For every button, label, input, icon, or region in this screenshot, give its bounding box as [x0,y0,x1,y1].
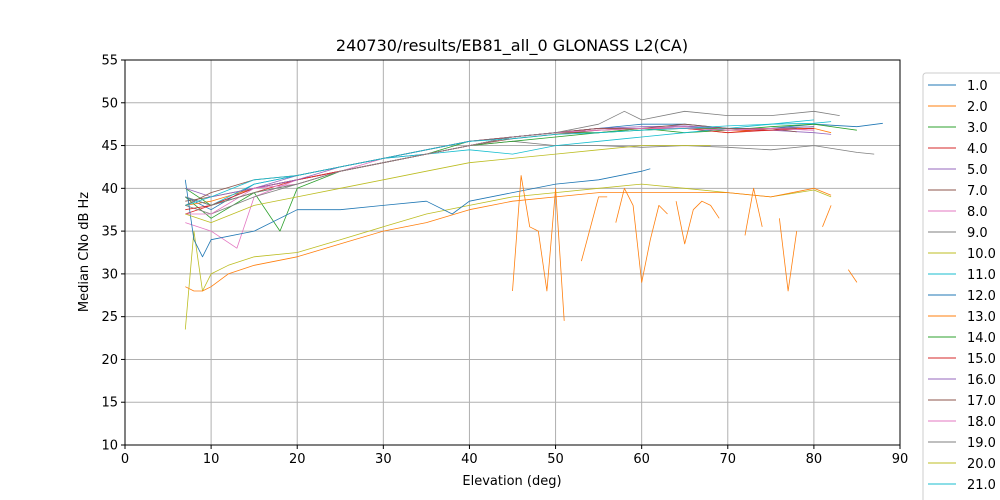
x-axis: 0 10 20 30 40 50 60 70 80 90 [121,445,908,467]
legend-label: 8.0 [967,205,988,220]
legend-label: 9.0 [967,226,988,241]
y-axis-label: Median CNo dB Hz [77,192,92,312]
y-tick-label: 30 [101,267,118,282]
series-segment-0 [512,175,565,321]
series-segment-2 [615,187,668,283]
series-line-18.0 [185,127,814,215]
y-tick-label: 25 [101,310,118,325]
legend-label: 15.0 [967,352,996,367]
series-line-17.0 [185,123,797,206]
x-tick-label: 40 [461,452,478,467]
y-tick-label: 50 [101,96,118,111]
x-tick-label: 0 [121,452,129,467]
y-tick-label: 15 [101,396,118,411]
series-segment-5 [779,218,798,292]
series-segment-7 [847,269,858,283]
chart-title: 240730/results/EB81_all_0 GLONASS L2(CA) [336,36,688,56]
legend-label: 11.0 [967,268,996,283]
y-tick-label: 20 [101,353,118,368]
series-line-12.0 [184,168,651,258]
series-line-10.0 [184,183,832,330]
x-tick-label: 30 [375,452,392,467]
x-tick-label: 10 [203,452,220,467]
legend-label: 3.0 [967,121,988,136]
series-line-9.0 [185,140,875,215]
series-line-19.0 [185,110,840,206]
y-tick-label: 40 [101,182,118,197]
x-axis-label: Elevation (deg) [462,474,561,489]
series-line-13.0 [185,187,832,292]
y-axis: 10 15 20 25 30 35 40 45 50 55 [101,54,125,454]
series-segment-6 [822,205,832,227]
plot-lines [184,110,883,330]
y-tick-label: 55 [101,54,118,69]
series-line-16.0 [185,125,814,198]
plot-frame [124,59,901,446]
x-tick-label: 90 [892,452,909,467]
legend-label: 2.0 [967,100,988,115]
x-tick-label: 60 [633,452,650,467]
y-tick-label: 35 [101,225,118,240]
series-segment-3 [675,200,720,245]
legend: 1.0 2.0 3.0 4.0 5.0 7.0 8.0 9.0 10.0 11.0 12.0 13.0… [922,72,1000,500]
x-tick-label: 50 [547,452,564,467]
legend-label: 13.0 [967,310,996,325]
series-line-11.0 [185,119,814,206]
legend-label: 12.0 [967,289,996,304]
x-tick-label: 70 [720,452,737,467]
y-tick-label: 45 [101,139,118,154]
legend-label: 21.0 [967,478,996,493]
legend-label: 5.0 [967,163,988,178]
legend-label: 14.0 [967,331,996,346]
series-segment-1 [581,196,608,262]
series-segment-4 [744,187,763,236]
legend-label: 18.0 [967,415,996,430]
legend-label: 1.0 [967,79,988,94]
x-tick-label: 20 [289,452,306,467]
legend-label: 10.0 [967,247,996,262]
series-line-20.0 [185,145,711,224]
legend-label: 17.0 [967,394,996,409]
legend-label: 20.0 [967,457,996,472]
y-tick-label: 10 [101,439,118,454]
legend-label: 4.0 [967,142,988,157]
legend-label: 19.0 [967,436,996,451]
legend-label: 16.0 [967,373,996,388]
series-line-4.0 [185,127,814,215]
legend-box [922,72,1000,500]
legend-label: 7.0 [967,184,988,199]
series-line-21.0 [185,121,832,206]
x-tick-label: 80 [806,452,823,467]
